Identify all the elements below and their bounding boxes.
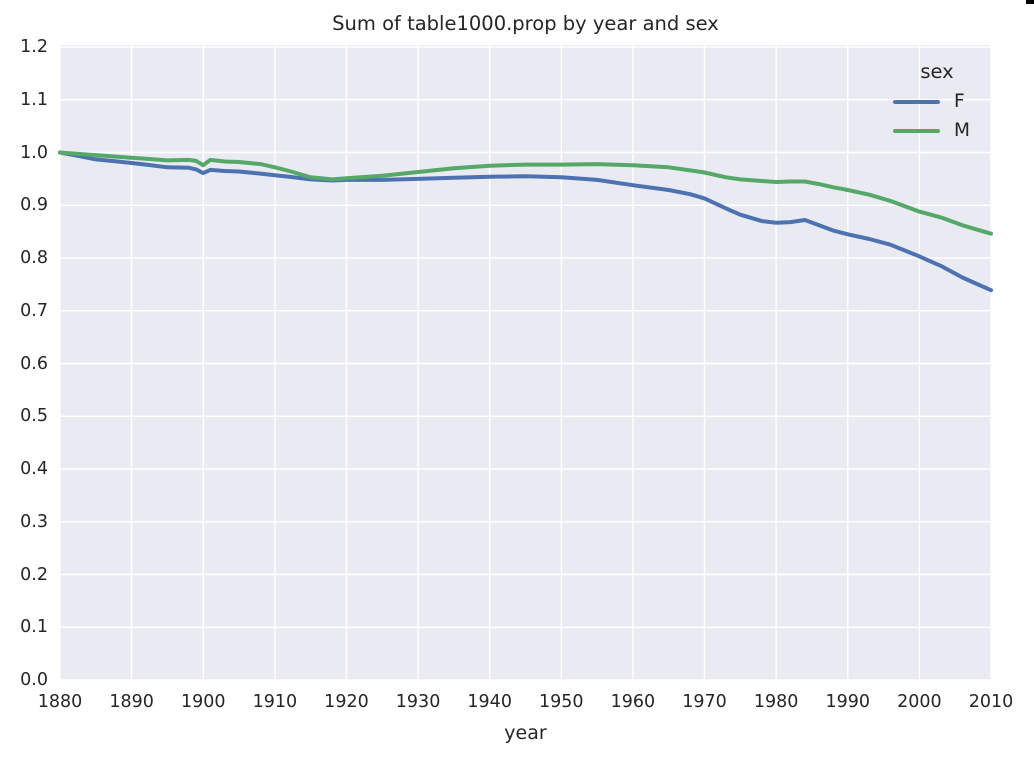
x-tick-label: 1950	[539, 692, 584, 712]
y-tick-label: 0.4	[20, 459, 48, 479]
x-tick-label: 1940	[467, 692, 512, 712]
y-tick-label: 1.2	[20, 37, 48, 57]
legend-title: sex	[920, 60, 954, 83]
legend-line-swatch-m	[893, 128, 940, 133]
corner-artifact-mark	[1026, 0, 1034, 4]
x-tick-label: 2000	[897, 692, 942, 712]
y-tick-label: 0.9	[20, 195, 48, 216]
x-tick-label: 1890	[109, 692, 154, 712]
legend-item-m: M	[878, 116, 996, 145]
plot-area	[60, 45, 991, 680]
y-tick-label: 0.2	[20, 564, 48, 585]
x-tick-label: 1880	[37, 692, 83, 712]
x-tick-label: 1980	[753, 692, 799, 712]
series-line-m	[58, 150, 993, 236]
x-tick-label: 1990	[825, 692, 871, 712]
y-tick-label: 0.3	[20, 511, 48, 532]
x-tick-label: 1900	[180, 692, 226, 712]
series-line-f	[58, 150, 993, 293]
x-tick-label: 1920	[324, 692, 369, 712]
y-tick-label: 0.6	[20, 353, 48, 374]
x-tick-label: 1930	[395, 692, 441, 712]
x-axis-title: year	[504, 722, 547, 744]
y-tick-label: 0.7	[20, 300, 48, 321]
x-tick-label: 1910	[252, 692, 298, 712]
x-tick-label: 1960	[610, 692, 656, 712]
y-tick-label: 1.0	[20, 142, 48, 163]
chart-title: Sum of table1000.prop by year and sex	[332, 12, 719, 35]
y-tick-label: 0.5	[20, 406, 48, 427]
legend: sex F M	[878, 57, 996, 145]
legend-item-f: F	[878, 87, 996, 116]
y-tick-label: 0.1	[20, 617, 48, 638]
legend-line-swatch-f	[893, 99, 940, 104]
x-tick-label: 1970	[682, 692, 727, 712]
y-tick-label: 0.0	[20, 670, 48, 690]
x-tick-label: 2010	[968, 692, 1014, 712]
legend-label-m: M	[954, 120, 970, 141]
y-tick-label: 0.8	[20, 248, 48, 268]
y-tick-label: 1.1	[20, 89, 48, 110]
legend-label-f: F	[954, 91, 965, 112]
